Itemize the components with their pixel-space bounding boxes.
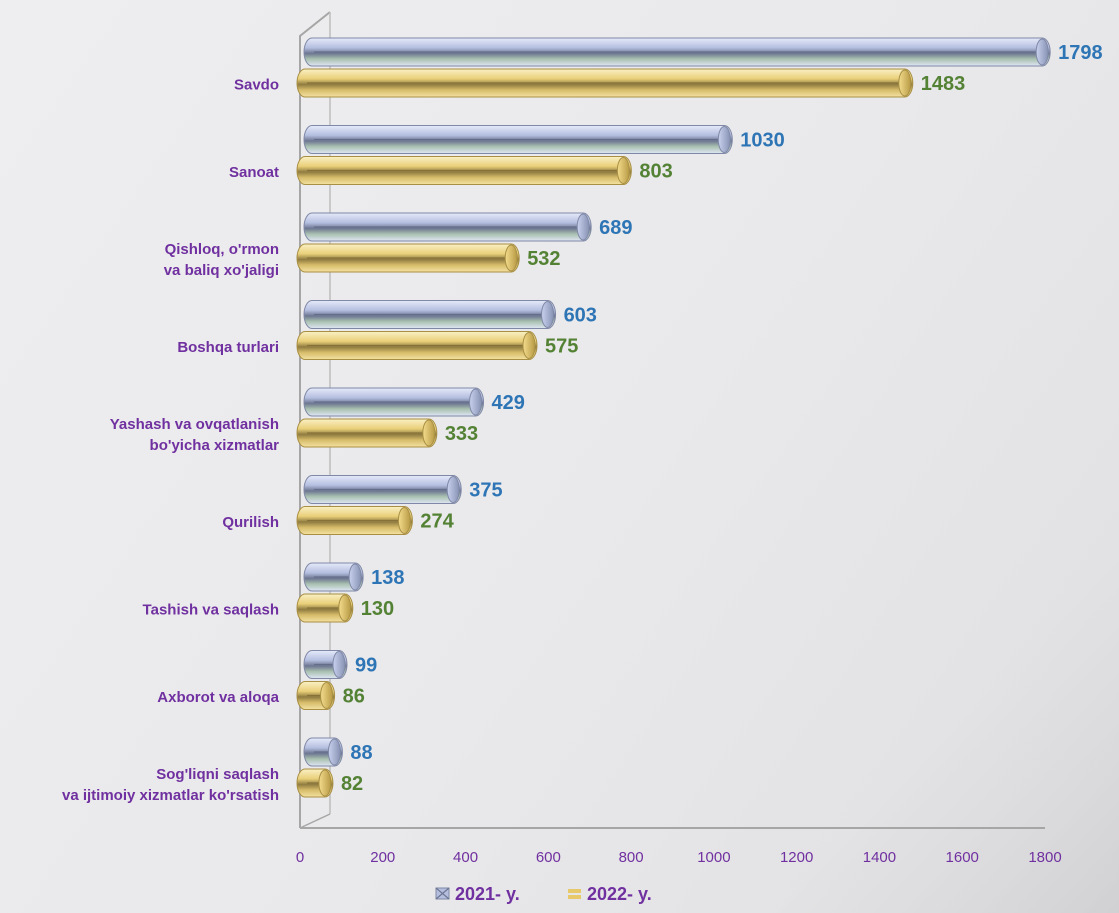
value-label: 1798 bbox=[1058, 42, 1103, 64]
category-label: va baliq xo'jaligi bbox=[164, 262, 279, 279]
value-label: 130 bbox=[361, 598, 394, 620]
category-label: Qurilish bbox=[222, 514, 279, 531]
legend: 2021- y. 2022- y. bbox=[435, 884, 652, 904]
value-label: 603 bbox=[564, 305, 597, 327]
category-label: Axborot va aloqa bbox=[157, 689, 279, 706]
category-label: Yashash va ovqatlanish bbox=[110, 416, 279, 433]
value-label: 274 bbox=[420, 511, 454, 533]
x-tick-label: 200 bbox=[370, 849, 395, 866]
bar-cap bbox=[522, 332, 536, 359]
bar-2021y bbox=[303, 650, 348, 679]
bar-2021y bbox=[303, 475, 462, 504]
bar-2022y bbox=[296, 681, 336, 710]
bar-cap bbox=[469, 388, 483, 416]
bar-cap bbox=[318, 769, 332, 797]
x-tick-label: 1000 bbox=[697, 849, 730, 866]
category-label: Sog'liqni saqlash bbox=[156, 766, 279, 783]
legend-marker-2022 bbox=[568, 889, 581, 899]
bar-cap bbox=[320, 682, 334, 709]
x-tick-label: 0 bbox=[296, 849, 304, 866]
bar-cap bbox=[422, 419, 436, 447]
bar-2022y bbox=[296, 331, 538, 360]
value-label: 429 bbox=[492, 392, 525, 414]
bar-2022y bbox=[296, 768, 334, 798]
legend-label-2022: 2022- y. bbox=[587, 884, 652, 904]
bar-2021y bbox=[303, 125, 733, 154]
category-label: Sanoat bbox=[229, 164, 279, 181]
bar-2022y bbox=[296, 243, 520, 273]
labels: Savdo Sanoat Qishloq, o'rmon va baliq xo'ja… bbox=[62, 42, 1103, 804]
value-label: 138 bbox=[371, 567, 404, 589]
bar-cap bbox=[576, 213, 590, 241]
value-label: 532 bbox=[527, 248, 560, 270]
bar-cap bbox=[541, 301, 555, 328]
x-tick-label: 1800 bbox=[1028, 849, 1061, 866]
value-label: 689 bbox=[599, 217, 632, 239]
bar-cap bbox=[898, 69, 912, 97]
x-tick-label: 600 bbox=[536, 849, 561, 866]
bar-cap bbox=[717, 126, 731, 153]
bar-2022y bbox=[296, 506, 413, 535]
value-label: 99 bbox=[355, 655, 377, 677]
category-label: Savdo bbox=[234, 77, 279, 94]
legend-label-2021: 2021- y. bbox=[455, 884, 520, 904]
value-label: 1030 bbox=[740, 130, 785, 152]
back-wall-edge bbox=[299, 11, 331, 828]
category-label: bo'yicha xizmatlar bbox=[150, 437, 280, 454]
background-shade bbox=[780, 560, 1119, 913]
x-tick-label: 1600 bbox=[946, 849, 979, 866]
bar-2022y bbox=[296, 593, 354, 623]
legend-marker-2021 bbox=[435, 887, 450, 900]
bar-cap bbox=[504, 244, 518, 272]
value-label: 375 bbox=[469, 480, 502, 502]
value-label: 575 bbox=[545, 336, 578, 358]
bar-2021y bbox=[303, 737, 343, 767]
bar-cap bbox=[1035, 38, 1049, 66]
value-label: 88 bbox=[350, 742, 372, 764]
axes: 0 200 400 600 800 1000 1200 1400 1600 1800 bbox=[296, 11, 1062, 866]
bar-2022y bbox=[296, 156, 632, 185]
bar-2021y bbox=[303, 300, 557, 329]
x-tick-label: 1400 bbox=[863, 849, 896, 866]
floor-depth-line bbox=[299, 813, 331, 829]
bar-cap bbox=[327, 738, 341, 766]
bar-2021y bbox=[303, 212, 592, 242]
x-tick-label: 800 bbox=[619, 849, 644, 866]
x-tick-label: 400 bbox=[453, 849, 478, 866]
bar-cap bbox=[332, 651, 346, 678]
bar-cap bbox=[397, 507, 411, 534]
bar-cap bbox=[446, 476, 460, 503]
bar-2022y bbox=[296, 68, 914, 98]
value-label: 1483 bbox=[921, 73, 966, 95]
value-label: 86 bbox=[343, 686, 365, 708]
category-label: va ijtimoiy xizmatlar ko'rsatish bbox=[62, 787, 279, 804]
bar-2021y bbox=[303, 387, 485, 417]
bar-cap bbox=[338, 594, 352, 622]
bar-cap bbox=[616, 157, 630, 184]
category-label: Tashish va saqlash bbox=[143, 602, 279, 619]
x-tick-label: 1200 bbox=[780, 849, 813, 866]
category-label: Boshqa turlari bbox=[177, 339, 279, 356]
category-label: Qishloq, o'rmon bbox=[165, 241, 279, 258]
bar-2022y bbox=[296, 418, 438, 448]
value-label: 803 bbox=[639, 161, 672, 183]
value-label: 82 bbox=[341, 773, 363, 795]
bar-2021y bbox=[303, 562, 364, 592]
value-label: 333 bbox=[445, 423, 478, 445]
bar-2021y bbox=[303, 37, 1051, 67]
bar-cap bbox=[348, 563, 362, 591]
bars bbox=[296, 37, 1051, 798]
